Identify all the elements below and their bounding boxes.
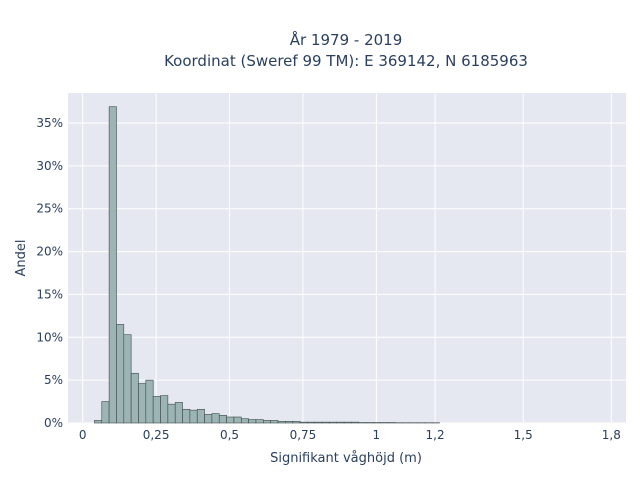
- histogram-bar: [204, 414, 213, 424]
- histogram-bar: [240, 418, 249, 424]
- histogram-bar: [174, 402, 183, 424]
- histogram-bar: [94, 420, 103, 424]
- x-tick-label: 0,25: [143, 428, 170, 442]
- histogram-bar: [255, 419, 264, 424]
- grid-lines: [68, 93, 626, 424]
- y-tick-label: 25%: [36, 202, 63, 216]
- histogram-bar: [351, 421, 360, 424]
- bars: [94, 106, 440, 424]
- y-tick-label: 20%: [36, 245, 63, 259]
- histogram-bar: [277, 420, 286, 424]
- y-tick-label: 10%: [36, 330, 63, 344]
- histogram-bar: [116, 324, 125, 424]
- histogram-bar: [196, 408, 205, 424]
- y-axis-title: Andel: [14, 240, 29, 277]
- x-axis-ticks: 0 0,25 0,5 0,75 1 1,2 1,5 1,8: [79, 428, 621, 442]
- histogram-bar: [152, 396, 161, 424]
- histogram-bar: [123, 334, 132, 424]
- histogram-bar: [248, 419, 257, 424]
- x-tick-label: 0,75: [290, 428, 317, 442]
- histogram-bar: [167, 403, 176, 424]
- histogram-bar: [321, 421, 330, 424]
- histogram-bar: [329, 421, 338, 424]
- histogram-bar: [108, 106, 117, 424]
- histogram-bar: [336, 421, 345, 424]
- y-tick-label: 35%: [36, 116, 63, 130]
- histogram-bar: [233, 416, 242, 424]
- x-axis-title: Signifikant våghöjd (m): [270, 451, 422, 466]
- x-tick-label: 1,8: [602, 428, 621, 442]
- histogram-bar: [285, 420, 293, 424]
- x-tick-label: 0: [79, 428, 87, 442]
- histogram-bar: [160, 395, 169, 424]
- plot-area: [68, 93, 626, 423]
- histogram-bar: [211, 413, 220, 424]
- y-tick-label: 0%: [44, 416, 63, 430]
- x-tick-label: 1,5: [514, 428, 533, 442]
- histogram-bar: [262, 420, 271, 424]
- histogram-bar: [145, 379, 154, 424]
- chart-title: År 1979 - 2019: [290, 30, 403, 49]
- histogram-bar: [343, 421, 352, 424]
- histogram-bar: [218, 414, 227, 424]
- x-tick-label: 1,2: [426, 428, 445, 442]
- x-tick-label: 0,5: [220, 428, 239, 442]
- y-tick-label: 15%: [36, 287, 63, 301]
- histogram-bar: [138, 383, 147, 424]
- histogram-bar: [182, 408, 191, 424]
- histogram-bar: [299, 421, 308, 424]
- y-tick-label: 5%: [44, 373, 63, 387]
- histogram-bar: [130, 372, 139, 424]
- histogram-bar: [307, 421, 315, 424]
- histogram-bar: [226, 416, 235, 424]
- histogram-bar: [189, 409, 198, 424]
- x-tick-label: 1: [373, 428, 381, 442]
- chart-subtitle: Koordinat (Sweref 99 TM): E 369142, N 61…: [164, 52, 528, 70]
- y-tick-label: 30%: [36, 159, 63, 173]
- histogram-bar: [292, 420, 301, 424]
- histogram-bar: [101, 401, 110, 424]
- histogram-bar: [314, 421, 323, 424]
- histogram-bar: [270, 420, 279, 424]
- y-axis-ticks: 0% 5% 10% 15% 20% 25% 30% 35%: [36, 116, 63, 430]
